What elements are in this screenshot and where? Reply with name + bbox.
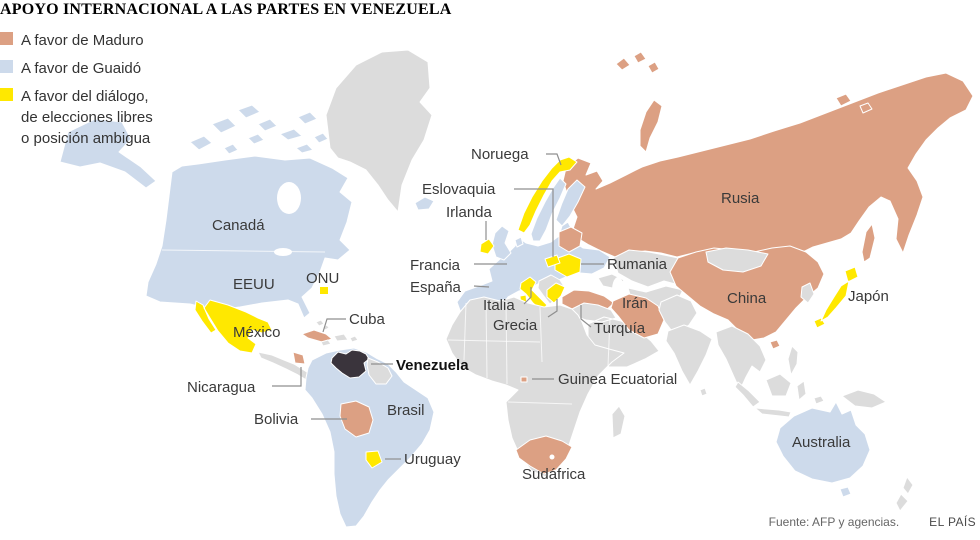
region-cuba [301, 329, 333, 343]
leader-eslovaquia [514, 188, 554, 257]
page-title: APOYO INTERNACIONAL A LAS PARTES EN VENE… [0, 1, 452, 18]
label-noruega: Noruega [471, 146, 529, 163]
region-new-zealand [895, 476, 914, 512]
region-venezuela [330, 349, 370, 379]
region-india [665, 324, 713, 397]
region-uk [491, 225, 512, 261]
region-equatorial-guinea [520, 376, 528, 383]
region-arctic-russia-islands [615, 51, 876, 263]
region-south-america [304, 347, 435, 528]
label-nicaragua: Nicaragua [187, 379, 256, 396]
maduro-color-swatch [0, 32, 13, 45]
region-uruguay [365, 450, 383, 469]
region-iceland [414, 196, 435, 211]
region-greenland [325, 49, 433, 213]
lesotho-dot [549, 454, 555, 460]
label-sudafrica: Sudáfrica [522, 466, 586, 483]
region-mongolia [705, 247, 769, 273]
leader-italia [523, 287, 532, 305]
region-philippines [787, 345, 799, 376]
brand-logo: EL PAÍS [929, 515, 976, 529]
label-espana: España [410, 279, 461, 296]
region-alaska [59, 118, 157, 189]
internal-borders [161, 249, 611, 405]
region-caribbean-islands [315, 319, 359, 347]
legend-label-dialogo: A favor del diálogo, de elecciones libre… [21, 88, 153, 147]
label-uruguay: Uruguay [404, 451, 461, 468]
region-iran [610, 293, 665, 339]
label-eeuu: EEUU [233, 276, 275, 293]
leader-turquia [580, 305, 592, 328]
region-mexico [194, 299, 273, 354]
region-se-asia [715, 325, 767, 391]
region-nicaragua [292, 351, 306, 365]
label-italia: Italia [483, 297, 515, 314]
leader-noruega [546, 153, 562, 166]
label-china: China [727, 290, 767, 307]
label-eslovaquia: Eslovaquia [422, 181, 496, 198]
legend-item-guaido: A favor de Guaidó [0, 58, 190, 79]
label-cuba: Cuba [349, 311, 385, 328]
leader-cuba [322, 318, 346, 333]
region-finland [555, 179, 586, 227]
region-afghanistan-pakistan [658, 294, 698, 336]
guaido-color-swatch [0, 60, 13, 73]
legend-label-guaido: A favor de Guaidó [21, 60, 142, 77]
label-rumania: Rumania [607, 256, 668, 273]
region-australia [775, 401, 871, 498]
leader-nicaragua [272, 367, 302, 387]
label-bolivia: Bolivia [254, 411, 299, 428]
label-japon: Japón [848, 288, 889, 305]
label-australia: Australia [792, 434, 851, 451]
label-venezuela: Venezuela [396, 357, 469, 374]
label-francia: Francia [410, 257, 461, 274]
legend-item-dialogo: A favor del diálogo, de elecciones libre… [0, 86, 190, 149]
label-brasil: Brasil [387, 402, 425, 419]
region-belarus [558, 226, 583, 253]
label-canada: Canadá [212, 217, 265, 234]
footer: Fuente: AFP y agencias. EL PAÍS [769, 515, 976, 529]
great-lakes [274, 248, 292, 256]
region-arctic-islands [189, 104, 329, 155]
region-sweden [530, 177, 567, 242]
region-africa [445, 296, 625, 478]
label-rusia: Rusia [721, 190, 760, 207]
region-denmark [514, 236, 524, 248]
source-credit: Fuente: AFP y agencias. [768, 515, 900, 529]
region-new-guinea [841, 389, 887, 409]
label-grecia: Grecia [493, 317, 538, 334]
map-regions [59, 49, 974, 528]
label-mexico: México [233, 324, 281, 341]
region-south-africa [515, 435, 573, 475]
region-japan [813, 266, 859, 329]
legend-label-maduro: A favor de Maduro [21, 32, 144, 49]
region-romania [554, 253, 582, 278]
label-irlanda: Irlanda [446, 204, 492, 221]
region-madagascar [611, 405, 626, 439]
region-russia [562, 72, 974, 258]
region-indonesia [734, 373, 825, 420]
leader-grecia [547, 299, 558, 318]
region-ireland [479, 238, 495, 255]
dialogo-color-swatch [0, 88, 13, 101]
leader-lines [272, 153, 604, 460]
region-korea [800, 282, 815, 304]
onu-marker [320, 287, 328, 294]
region-bolivia [339, 400, 374, 438]
label-guinea-ecuatorial: Guinea Ecuatorial [558, 371, 678, 388]
caspian-sea [612, 277, 624, 303]
hudson-bay [277, 182, 301, 214]
label-onu: ONU [306, 270, 340, 287]
legend-item-maduro: A favor de Maduro [0, 30, 190, 51]
label-iran: Irán [622, 295, 648, 312]
leader-espana [473, 285, 490, 288]
label-turquia: Turquía [594, 320, 646, 337]
legend: A favor de Maduro A favor de Guaidó A fa… [0, 30, 190, 156]
